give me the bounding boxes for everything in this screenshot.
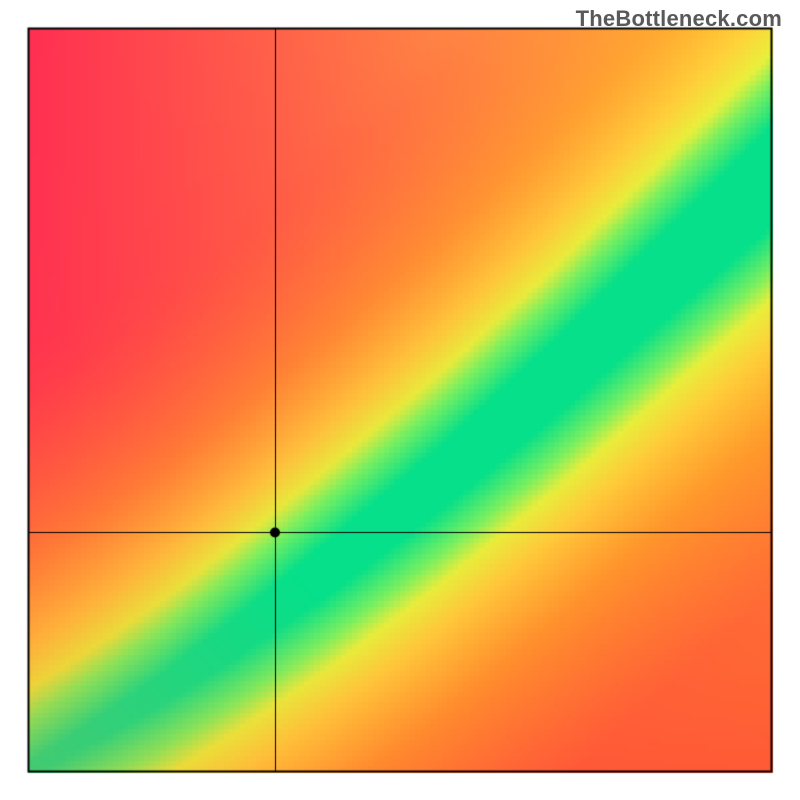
watermark-text: TheBottleneck.com (576, 6, 782, 32)
bottleneck-heatmap-canvas (0, 0, 800, 800)
chart-container: TheBottleneck.com (0, 0, 800, 800)
